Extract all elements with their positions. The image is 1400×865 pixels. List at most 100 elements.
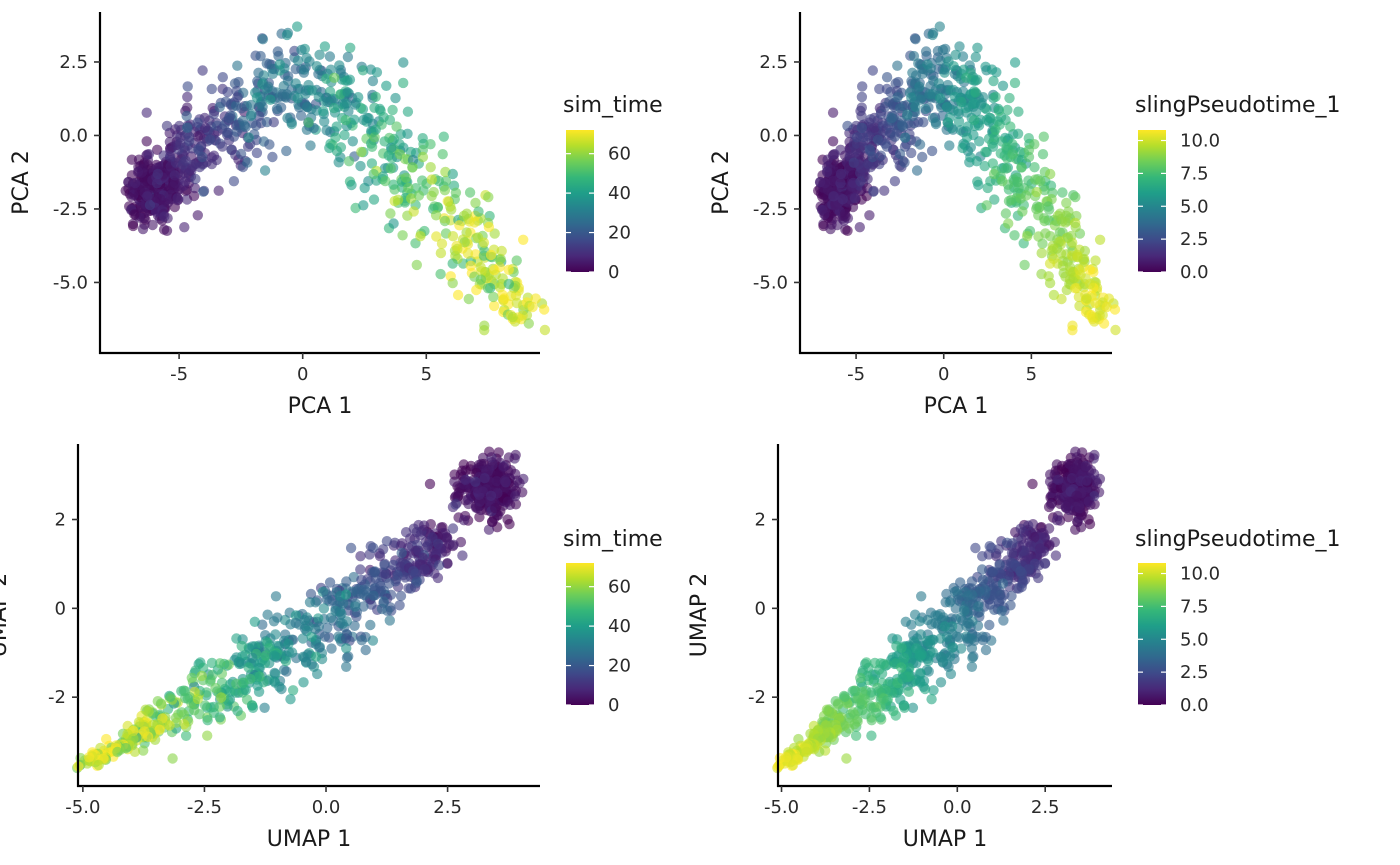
data-point	[295, 110, 307, 121]
data-point	[981, 200, 992, 211]
data-point	[1101, 301, 1113, 313]
data-point	[473, 206, 484, 217]
data-point	[503, 278, 514, 290]
data-point	[1037, 149, 1049, 160]
colorbar-legend: sim_time 0 20 40 60	[563, 527, 663, 716]
data-point	[343, 156, 355, 167]
data-point	[484, 446, 495, 457]
data-point	[1062, 232, 1074, 243]
data-point	[394, 139, 405, 150]
data-point	[270, 629, 281, 640]
data-point	[296, 44, 307, 56]
data-point	[969, 114, 980, 126]
data-point	[398, 77, 409, 89]
data-point	[419, 564, 430, 575]
data-point	[1035, 543, 1046, 554]
data-point	[481, 464, 492, 475]
data-point	[897, 120, 908, 131]
x-tick-label: -5	[170, 364, 188, 385]
data-point	[169, 170, 180, 181]
data-point	[410, 568, 421, 579]
x-axis-title: PCA 1	[924, 394, 989, 419]
data-point	[370, 91, 381, 103]
data-point	[498, 462, 509, 473]
data-point	[181, 110, 192, 122]
data-point	[381, 536, 393, 547]
data-point	[962, 617, 973, 629]
data-point	[243, 132, 254, 143]
colorbar	[1138, 563, 1166, 705]
data-point	[926, 694, 937, 705]
data-point	[411, 259, 422, 271]
data-point	[267, 68, 278, 80]
data-point	[368, 194, 380, 205]
data-point	[864, 117, 875, 128]
data-point	[499, 475, 510, 486]
data-point	[384, 615, 395, 626]
data-point	[253, 686, 265, 697]
data-point	[290, 78, 301, 89]
data-point	[966, 576, 978, 587]
legend-tick-label: 2.5	[1180, 229, 1209, 250]
data-point	[447, 231, 459, 242]
data-point	[1056, 293, 1067, 305]
data-point	[868, 186, 879, 197]
data-point	[269, 677, 281, 688]
data-point	[340, 589, 352, 600]
data-point	[1013, 106, 1024, 117]
data-point	[470, 197, 481, 209]
data-point	[910, 34, 921, 45]
data-point	[920, 103, 931, 115]
data-point	[966, 661, 978, 672]
data-point	[220, 96, 232, 107]
data-point	[1002, 104, 1013, 116]
data-point	[856, 102, 867, 113]
data-point	[264, 139, 275, 150]
data-point	[431, 231, 442, 242]
data-point	[318, 106, 329, 117]
data-point	[328, 102, 340, 114]
data-point	[251, 147, 263, 159]
data-point	[405, 583, 416, 594]
data-point	[866, 715, 877, 726]
data-point	[204, 134, 216, 145]
data-point	[141, 107, 152, 118]
data-point	[257, 101, 268, 113]
data-point	[239, 120, 250, 131]
data-point	[1061, 284, 1073, 296]
data-point	[510, 491, 521, 502]
data-point	[867, 65, 878, 76]
data-point	[970, 87, 981, 98]
data-point	[1045, 499, 1057, 510]
data-point	[927, 112, 939, 124]
data-point	[305, 140, 316, 151]
data-point	[801, 746, 812, 758]
data-point	[869, 657, 881, 669]
data-point	[1050, 550, 1062, 561]
data-point	[933, 78, 944, 89]
data-point	[827, 136, 839, 147]
points-top-right	[813, 21, 1121, 336]
data-point	[435, 543, 446, 554]
data-point	[1009, 230, 1020, 241]
data-point	[490, 503, 501, 514]
data-point	[83, 752, 95, 763]
data-point	[391, 121, 402, 132]
data-point	[366, 158, 378, 169]
data-point	[1065, 266, 1076, 277]
data-point	[900, 616, 911, 627]
data-point	[914, 650, 925, 661]
data-point	[470, 249, 481, 260]
data-point	[436, 238, 448, 249]
data-point	[432, 202, 443, 213]
data-point	[247, 652, 258, 664]
data-point	[435, 247, 447, 259]
data-point	[433, 560, 445, 571]
data-point	[998, 615, 1009, 626]
data-point	[972, 42, 983, 53]
data-point	[159, 211, 170, 222]
data-point	[906, 92, 917, 103]
data-point	[888, 705, 899, 717]
data-point	[474, 496, 486, 507]
data-point	[502, 514, 513, 525]
